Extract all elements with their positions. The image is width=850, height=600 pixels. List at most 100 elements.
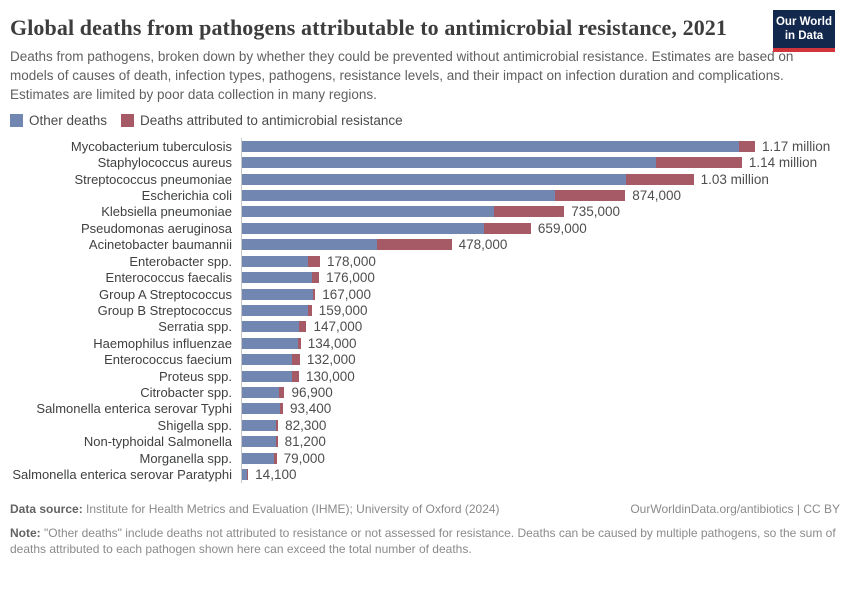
chart-row: Shigella spp. 82,300 <box>10 417 840 433</box>
bar-track <box>242 370 299 382</box>
pathogen-label: Morganella spp. <box>139 450 233 466</box>
data-source: Data source: Institute for Health Metric… <box>10 501 500 517</box>
bar-value-label: 1.17 million <box>761 138 831 154</box>
bar-track <box>242 255 321 267</box>
bar-segment-other-deaths[interactable] <box>242 387 279 399</box>
bar-value-label: 178,000 <box>327 253 376 269</box>
owid-logo-red-bar <box>773 48 835 52</box>
bar-value-label: 874,000 <box>632 187 681 203</box>
bar-segment-other-deaths[interactable] <box>242 469 248 481</box>
bar-segment-amr-deaths[interactable] <box>555 189 626 201</box>
data-source-text: Institute for Health Metrics and Evaluat… <box>86 501 500 516</box>
bar-segment-amr-deaths[interactable] <box>273 452 277 464</box>
bar-track <box>242 288 316 300</box>
bar-segment-other-deaths[interactable] <box>242 255 309 267</box>
bar-segment-other-deaths[interactable] <box>242 206 495 218</box>
bar-segment-amr-deaths[interactable] <box>299 321 307 333</box>
bar-segment-other-deaths[interactable] <box>242 272 313 284</box>
bar-value-label: 93,400 <box>289 401 332 417</box>
chart-row: Klebsiella pneumoniae 735,000 <box>10 204 840 220</box>
bar-segment-other-deaths[interactable] <box>242 304 308 316</box>
bar-track <box>242 140 755 152</box>
pathogen-label: Non-typhoidal Salmonella <box>83 434 232 450</box>
bar-track <box>242 436 278 448</box>
bar-value-label: 81,200 <box>284 434 326 450</box>
pathogen-label: Proteus spp. <box>159 368 232 384</box>
pathogen-label: Haemophilus influenzae <box>93 335 232 351</box>
bar-segment-amr-deaths[interactable] <box>278 387 285 399</box>
owid-logo-line2: in Data <box>784 30 824 42</box>
bar-segment-amr-deaths[interactable] <box>307 304 312 316</box>
pathogen-label: Salmonella enterica serovar Paratyphi <box>12 467 232 483</box>
pathogen-label: Acinetobacter baumannii <box>88 237 232 253</box>
bar-segment-amr-deaths[interactable] <box>291 354 300 366</box>
bar-segment-other-deaths[interactable] <box>242 140 740 152</box>
bar-segment-amr-deaths[interactable] <box>291 370 299 382</box>
bar-segment-amr-deaths[interactable] <box>275 436 278 448</box>
bar-segment-other-deaths[interactable] <box>242 419 276 431</box>
bar-segment-other-deaths[interactable] <box>242 436 276 448</box>
bar-segment-amr-deaths[interactable] <box>279 403 283 415</box>
chart-row: Group A Streptococcus 167,000 <box>10 286 840 302</box>
chart-rows: Mycobacterium tuberculosis 1.17 million St… <box>10 138 840 483</box>
bar-segment-other-deaths[interactable] <box>242 370 292 382</box>
bar-value-label: 1.14 million <box>748 155 818 171</box>
bar-segment-amr-deaths[interactable] <box>275 419 279 431</box>
pathogen-label: Pseudomonas aeruginosa <box>80 220 232 236</box>
legend-label: Deaths attributed to antimicrobial resis… <box>140 113 403 128</box>
bar-value-label: 159,000 <box>318 302 368 318</box>
bar-track <box>242 157 742 169</box>
chart-row: Citrobacter spp. 96,900 <box>10 384 840 400</box>
bar-segment-amr-deaths[interactable] <box>312 272 320 284</box>
pathogen-label: Group B Streptococcus <box>97 302 232 318</box>
chart-footer: Data source: Institute for Health Metric… <box>10 501 840 557</box>
bar-track <box>242 321 307 333</box>
legend-label: Other deaths <box>29 113 108 128</box>
bar-track <box>242 189 626 201</box>
bar-segment-other-deaths[interactable] <box>242 157 657 169</box>
bar-value-label: 659,000 <box>537 220 587 236</box>
bar-segment-amr-deaths[interactable] <box>377 239 452 251</box>
bar-segment-amr-deaths[interactable] <box>308 255 321 267</box>
pathogen-label: Enterococcus faecium <box>104 352 232 368</box>
bar-segment-other-deaths[interactable] <box>242 321 300 333</box>
bar-track <box>242 403 283 415</box>
chart-row: Pseudomonas aeruginosa 659,000 <box>10 220 840 236</box>
chart-row: Morganella spp. 79,000 <box>10 450 840 466</box>
bar-segment-amr-deaths[interactable] <box>247 469 249 481</box>
pathogen-label: Streptococcus pneumoniae <box>74 171 232 187</box>
bar-segment-other-deaths[interactable] <box>242 403 280 415</box>
bar-segment-amr-deaths[interactable] <box>625 173 694 185</box>
bar-segment-amr-deaths[interactable] <box>297 337 301 349</box>
bar-segment-amr-deaths[interactable] <box>313 288 316 300</box>
footer-note-label: Note: <box>10 525 41 540</box>
chart-row: Staphylococcus aureus 1.14 million <box>10 154 840 170</box>
bar-segment-other-deaths[interactable] <box>242 189 556 201</box>
bar-segment-other-deaths[interactable] <box>242 354 292 366</box>
owid-url-link[interactable]: OurWorldinData.org/antibiotics | CC BY <box>630 501 840 516</box>
bar-track <box>242 239 452 251</box>
pathogen-label: Mycobacterium tuberculosis <box>70 138 232 154</box>
bar-value-label: 735,000 <box>571 204 621 220</box>
pathogen-label: Klebsiella pneumoniae <box>101 204 232 220</box>
owid-logo[interactable]: Our World in Data <box>773 10 835 52</box>
bar-value-label: 147,000 <box>313 319 363 335</box>
bar-segment-other-deaths[interactable] <box>242 222 485 234</box>
bar-segment-amr-deaths[interactable] <box>494 206 565 218</box>
bar-segment-other-deaths[interactable] <box>242 288 314 300</box>
bar-segment-other-deaths[interactable] <box>242 452 274 464</box>
bar-track <box>242 419 279 431</box>
bar-segment-amr-deaths[interactable] <box>739 140 755 152</box>
footer-note: Note: "Other deaths" include deaths not … <box>10 525 840 557</box>
chart-legend: Other deaths Deaths attributed to antimi… <box>10 113 840 128</box>
bar-segment-amr-deaths[interactable] <box>484 222 531 234</box>
bar-segment-amr-deaths[interactable] <box>656 157 742 169</box>
bar-value-label: 478,000 <box>458 237 508 253</box>
bar-segment-other-deaths[interactable] <box>242 337 298 349</box>
legend-item-amr-deaths: Deaths attributed to antimicrobial resis… <box>121 113 403 128</box>
bar-segment-other-deaths[interactable] <box>242 173 626 185</box>
bar-chart: Mycobacterium tuberculosis 1.17 million St… <box>10 138 840 483</box>
page-title: Global deaths from pathogens attributabl… <box>10 15 727 40</box>
bar-track <box>242 354 300 366</box>
bar-segment-other-deaths[interactable] <box>242 239 378 251</box>
